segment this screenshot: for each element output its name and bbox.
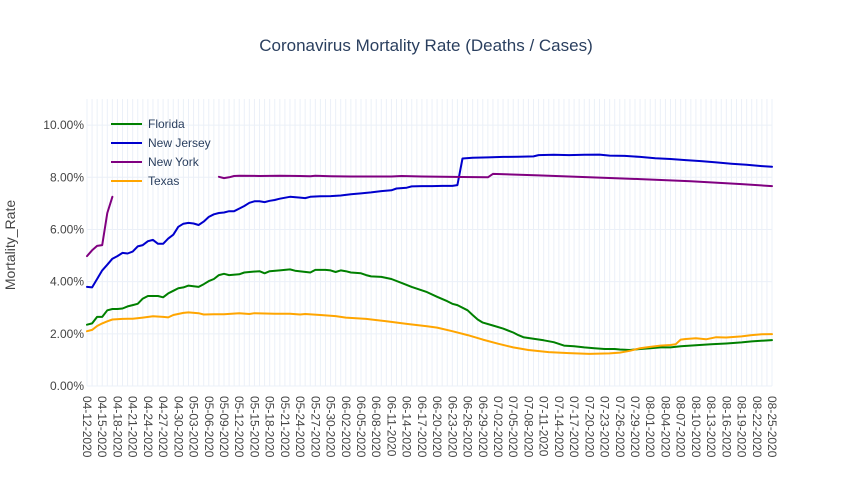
- x-tick-label: 05-21-2020: [278, 396, 292, 458]
- x-tick-label: 07-02-2020: [491, 396, 505, 458]
- x-tick-label: 06-02-2020: [339, 396, 353, 458]
- x-axis-ticks: 04-12-2020 04-15-2020 04-18-2020 04-21-2020…: [80, 396, 779, 458]
- x-tick-label: 04-12-2020: [80, 396, 94, 458]
- x-tick-label: 08-04-2020: [658, 396, 672, 458]
- x-tick-label: 05-09-2020: [217, 396, 231, 458]
- legend-label: New Jersey: [148, 136, 211, 150]
- x-tick-label: 04-18-2020: [110, 396, 124, 458]
- legend-item-new-york[interactable]: New York: [111, 155, 200, 169]
- x-tick-label: 05-24-2020: [293, 396, 307, 458]
- x-tick-label: 05-12-2020: [232, 396, 246, 458]
- x-tick-label: 05-27-2020: [308, 396, 322, 458]
- x-tick-label: 05-15-2020: [247, 396, 261, 458]
- x-tick-label: 05-18-2020: [263, 396, 277, 458]
- x-tick-label: 08-13-2020: [704, 396, 718, 458]
- x-tick-label: 05-30-2020: [324, 396, 338, 458]
- x-tick-label: 07-29-2020: [628, 396, 642, 458]
- x-tick-label: 06-17-2020: [415, 396, 429, 458]
- x-tick-label: 06-14-2020: [400, 396, 414, 458]
- y-tick-label: 2.00%: [50, 327, 84, 341]
- legend-item-florida[interactable]: Florida: [111, 117, 185, 131]
- chart-title: Coronavirus Mortality Rate (Deaths / Cas…: [259, 36, 593, 55]
- x-tick-label: 08-07-2020: [674, 396, 688, 458]
- x-tick-label: 07-26-2020: [613, 396, 627, 458]
- series-line-texas: [86, 311, 773, 355]
- series-line-new-york: [86, 172, 773, 258]
- legend-label: Florida: [148, 117, 185, 131]
- x-tick-label: 06-26-2020: [461, 396, 475, 458]
- legend-item-texas[interactable]: Texas: [111, 174, 179, 188]
- legend-label: New York: [148, 155, 200, 169]
- x-tick-label: 06-11-2020: [384, 396, 398, 457]
- x-tick-label: 06-20-2020: [430, 396, 444, 458]
- x-tick-label: 08-10-2020: [689, 396, 703, 458]
- legend-item-new-jersey[interactable]: New Jersey: [111, 136, 211, 150]
- series-line-new-jersey: [86, 153, 773, 289]
- x-tick-label: 04-27-2020: [156, 396, 170, 458]
- y-tick-label: 8.00%: [50, 170, 84, 184]
- x-tick-label: 07-08-2020: [521, 396, 535, 458]
- x-tick-label: 07-11-2020: [537, 396, 551, 457]
- x-tick-label: 04-24-2020: [141, 396, 155, 458]
- x-tick-label: 08-25-2020: [765, 396, 779, 458]
- legend-label: Texas: [148, 174, 179, 188]
- x-tick-label: 07-17-2020: [567, 396, 581, 458]
- x-tick-label: 08-01-2020: [643, 396, 657, 458]
- x-tick-label: 05-03-2020: [187, 396, 201, 458]
- x-tick-label: 08-19-2020: [735, 396, 749, 458]
- y-axis-ticks: 0.00% 2.00% 4.00% 6.00% 8.00% 10.00%: [43, 118, 84, 393]
- x-tick-label: 07-05-2020: [506, 396, 520, 458]
- y-tick-label: 4.00%: [50, 275, 84, 289]
- grid-lines: [86, 99, 773, 387]
- y-tick-label: 10.00%: [43, 118, 84, 132]
- x-tick-label: 04-21-2020: [126, 396, 140, 458]
- y-tick-label: 0.00%: [50, 379, 84, 393]
- x-tick-label: 08-22-2020: [750, 396, 764, 458]
- x-tick-label: 07-14-2020: [552, 396, 566, 458]
- x-tick-label: 05-06-2020: [202, 396, 216, 458]
- legend[interactable]: Florida New Jersey New York Texas: [111, 117, 211, 188]
- series-line-florida: [86, 268, 773, 351]
- y-axis-title: Mortality_Rate: [2, 200, 18, 290]
- x-tick-label: 07-23-2020: [598, 396, 612, 458]
- x-tick-label: 07-20-2020: [582, 396, 596, 458]
- x-tick-label: 06-23-2020: [445, 396, 459, 458]
- x-tick-label: 06-08-2020: [369, 396, 383, 458]
- series-lines: [86, 153, 773, 355]
- x-tick-label: 04-30-2020: [171, 396, 185, 458]
- x-tick-label: 04-15-2020: [95, 396, 109, 458]
- x-tick-label: 06-29-2020: [476, 396, 490, 458]
- x-tick-label: 08-16-2020: [719, 396, 733, 458]
- x-tick-label: 06-05-2020: [354, 396, 368, 458]
- y-tick-label: 6.00%: [50, 222, 84, 236]
